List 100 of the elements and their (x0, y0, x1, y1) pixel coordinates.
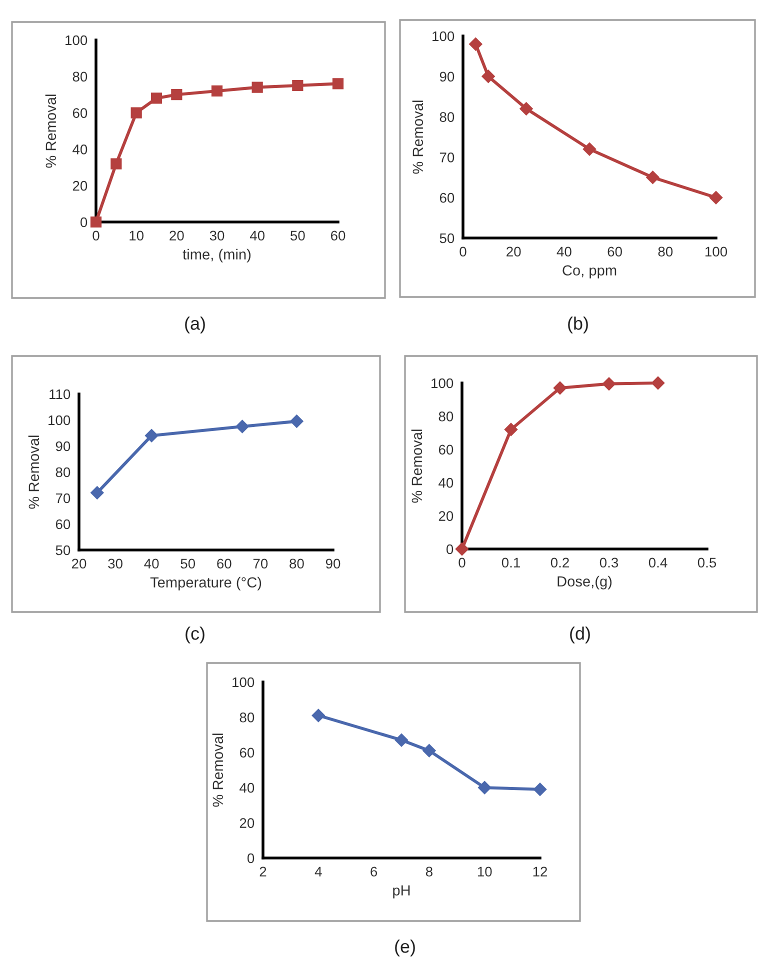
y-tick-label: 100 (48, 415, 70, 426)
y-tick-label: 80 (56, 467, 70, 478)
y-tick-label: 100 (66, 35, 88, 46)
x-tick-label: 0.1 (502, 558, 520, 568)
point (504, 422, 518, 436)
y-tick-label: 100 (432, 378, 454, 388)
text: (a) (185, 316, 205, 334)
y-tick-label: 0 (80, 217, 88, 228)
point (478, 781, 492, 794)
x-tick-label: 70 (253, 558, 268, 569)
point (292, 80, 304, 92)
point (455, 542, 469, 556)
y-tick-label: 80 (440, 112, 454, 122)
point (236, 420, 249, 434)
x-tick-label: 30 (108, 558, 122, 569)
y-tick-label: 100 (432, 31, 454, 42)
x-tick-label: 0.3 (600, 558, 618, 568)
y-tick-label: 40 (438, 478, 454, 488)
y-tick-label: 80 (72, 72, 88, 82)
y-tick-label: 100 (232, 677, 254, 688)
x-tick-label: 60 (608, 246, 622, 257)
x-tick-label: 2 (260, 866, 266, 876)
y-tick-label: 70 (56, 493, 70, 504)
y-tick-label: 60 (56, 519, 70, 530)
x-axis-title: pH (393, 885, 410, 898)
x-tick-label: 60 (330, 230, 346, 241)
point (211, 85, 223, 97)
x-tick-label: 0.4 (648, 558, 668, 568)
text: (b) (568, 316, 588, 334)
point (144, 429, 158, 442)
y-tick-label: 40 (72, 144, 88, 154)
x-tick-label: 20 (170, 230, 184, 241)
point (90, 216, 102, 228)
x-tick-label: 0 (92, 230, 100, 241)
x-tick-label: 40 (144, 558, 159, 569)
point (90, 486, 104, 500)
y-tick-label: 80 (438, 412, 454, 422)
point (332, 78, 344, 90)
point (602, 377, 616, 390)
point (533, 782, 547, 796)
x-tick-label: 0 (460, 246, 466, 257)
point (469, 37, 482, 51)
y-tick-label: 20 (240, 818, 254, 828)
x-tick-label: 10 (478, 866, 492, 877)
y-tick-label: 90 (440, 72, 454, 82)
y-tick-label: 0 (446, 544, 454, 554)
point (252, 82, 263, 93)
y-tick-label: 70 (440, 152, 454, 162)
y-tick-label: 20 (438, 511, 454, 521)
point (130, 107, 142, 118)
x-tick-label: 0.5 (698, 558, 716, 568)
y-tick-label: 60 (72, 108, 88, 118)
x-axis-title: Temperature (°C) (150, 576, 262, 590)
x-axis-title: Co, ppm (562, 265, 616, 278)
y-axis-title: % Removal (212, 734, 224, 807)
text: (d) (570, 626, 590, 644)
point (422, 744, 436, 758)
x-tick-label: 6 (370, 866, 378, 877)
y-tick-label: 20 (72, 180, 88, 191)
x-tick-label: 40 (556, 246, 572, 257)
point (651, 376, 665, 390)
x-tick-label: 0 (458, 558, 466, 568)
point (110, 158, 122, 170)
x-tick-label: 50 (180, 558, 196, 569)
y-axis-title: % Removal (45, 94, 56, 168)
x-tick-label: 12 (533, 866, 548, 876)
text: (e) (395, 940, 415, 956)
y-tick-label: 110 (50, 389, 70, 400)
x-axis-title: time, (min) (182, 248, 251, 262)
y-tick-label: 60 (440, 192, 454, 203)
x-axis-title: Dose,(g) (558, 576, 612, 590)
x-tick-label: 30 (210, 230, 224, 241)
y-axis-title: % Removal (412, 100, 424, 174)
point (394, 733, 408, 747)
point (520, 102, 533, 116)
x-tick-label: 80 (658, 246, 673, 257)
x-tick-label: 20 (506, 246, 521, 257)
point (312, 708, 325, 722)
point (290, 414, 304, 428)
y-tick-label: 60 (438, 444, 454, 455)
point (171, 89, 182, 100)
y-tick-label: 0 (247, 853, 254, 864)
point (482, 70, 495, 83)
point (150, 92, 162, 104)
x-tick-label: 10 (130, 230, 144, 241)
x-tick-label: 100 (705, 246, 728, 257)
y-tick-label: 50 (56, 545, 70, 556)
y-tick-label: 60 (240, 748, 254, 758)
x-tick-label: 8 (426, 866, 432, 877)
point (582, 142, 596, 156)
y-tick-label: 90 (56, 441, 70, 452)
x-tick-label: 80 (290, 558, 304, 569)
y-axis-title: % Removal (411, 430, 422, 503)
point (553, 381, 567, 395)
x-tick-label: 50 (290, 230, 305, 241)
point (709, 191, 723, 204)
text: (c) (186, 626, 204, 644)
x-tick-label: 60 (217, 558, 232, 569)
x-tick-label: 40 (250, 230, 265, 241)
y-tick-label: 40 (240, 782, 254, 793)
